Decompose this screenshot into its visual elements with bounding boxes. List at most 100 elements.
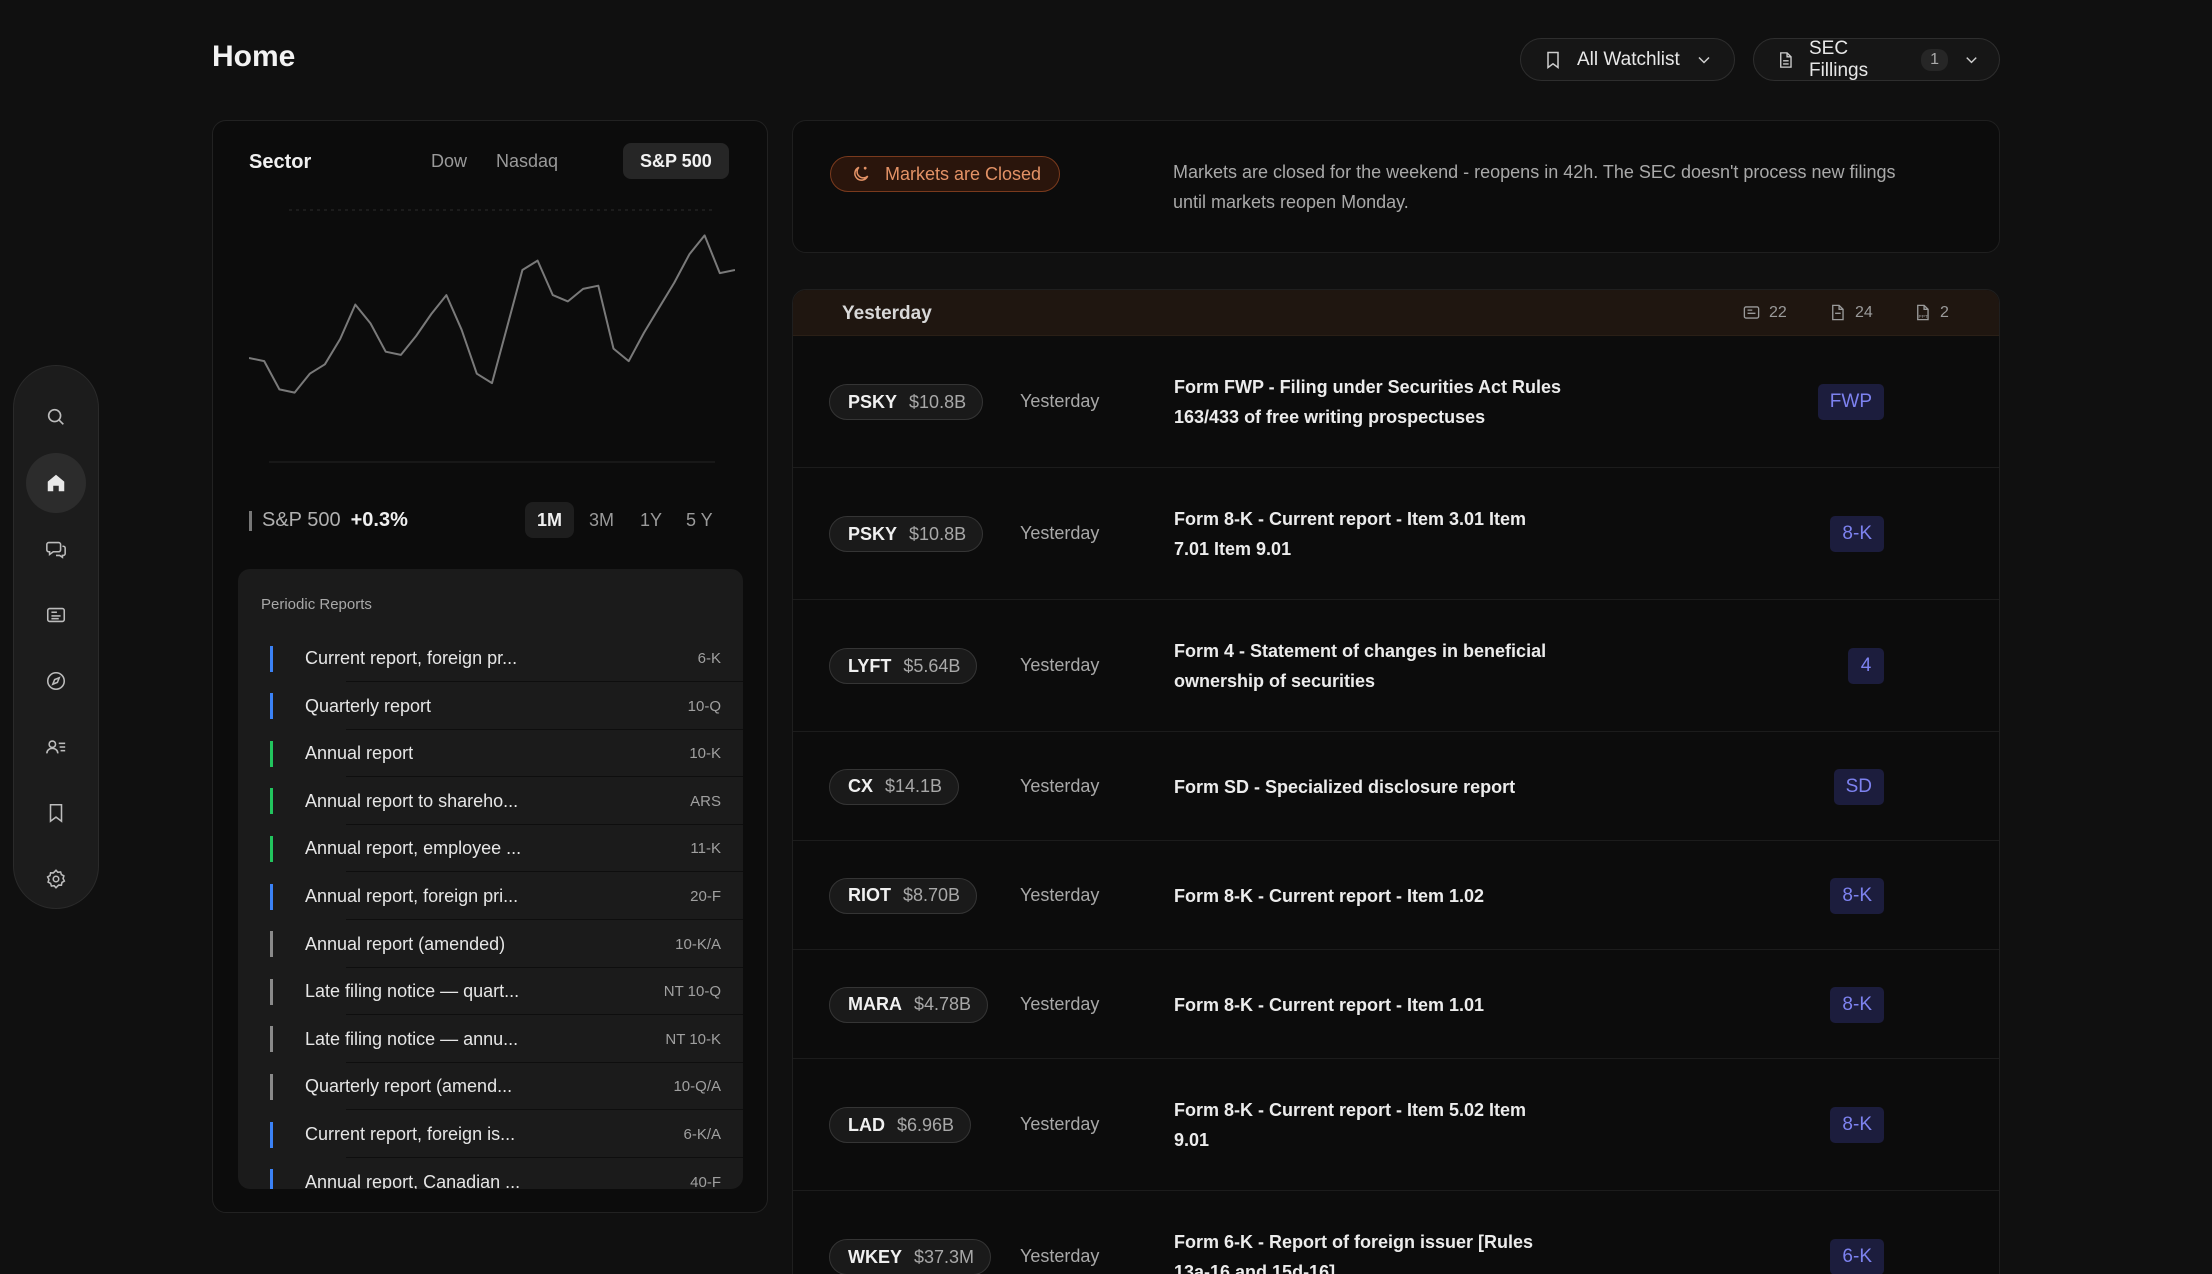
filing-time: Yesterday [1020, 993, 1100, 1014]
watchlist-dropdown[interactable]: All Watchlist [1520, 38, 1735, 81]
filing-time: Yesterday [1020, 523, 1100, 543]
sec-filings-dropdown[interactable]: SEC Fillings 1 [1753, 38, 2000, 81]
tab-sp500[interactable]: S&P 500 [623, 143, 729, 179]
settings-icon [46, 869, 66, 889]
filing-description[interactable]: Form 8-K - Current report - Item 1.01 [1174, 994, 1485, 1015]
sidebar-explore[interactable] [26, 651, 86, 711]
filing-row[interactable]: WKEY $37.3M Yesterday Form 6-K - Report of … [793, 1191, 1999, 1274]
index-summary: S&P 500 +0.3% [249, 509, 408, 532]
filing-time: Yesterday [1020, 1114, 1100, 1134]
form-type-badge: SD [1833, 768, 1884, 805]
bookmark-icon [1547, 51, 1559, 69]
ticker-pill[interactable]: CX $14.1B [829, 768, 960, 805]
filing-description[interactable]: Form 4 - Statement of changes in benefic… [1174, 641, 1547, 691]
sec-filings-label: SEC Fillings [1808, 37, 1869, 81]
compass-icon [46, 671, 66, 691]
list-item[interactable]: Annual report to shareho... ARS [270, 778, 743, 825]
list-item[interactable]: Annual report, foreign pri... 20-F [270, 873, 743, 920]
range-1m[interactable]: 1M [525, 502, 575, 538]
filing-description[interactable]: Form 8-K - Current report - Item 5.02 It… [1174, 1100, 1527, 1150]
list-item[interactable]: Late filing notice — annu... NT 10-K [270, 1016, 743, 1063]
people-icon [46, 740, 66, 754]
list-item[interactable]: Current report, foreign is... 6-K/A [270, 1111, 743, 1158]
report-indicator [270, 978, 273, 1005]
ticker-pill[interactable]: PSKY $10.8B [829, 516, 984, 552]
watchlist-label: All Watchlist [1577, 48, 1680, 70]
range-3m[interactable]: 3M [589, 509, 615, 530]
filing-description[interactable]: Form 8-K - Current report - Item 3.01 It… [1174, 509, 1527, 559]
ticker-pill[interactable]: MARA $4.78B [829, 986, 989, 1023]
report-indicator [270, 883, 273, 910]
report-name: Quarterly report (amend... [305, 1076, 513, 1097]
sidebar-people[interactable] [26, 717, 86, 777]
range-5y[interactable]: 5 Y [686, 509, 713, 530]
tab-dow[interactable]: Dow [431, 150, 468, 171]
list-item[interactable]: Annual report, employee ... 11-K [270, 825, 743, 873]
filing-row[interactable]: PSKY $10.8B Yesterday Form 8-K - Current re… [793, 468, 1999, 600]
market-cap: $8.70B [903, 885, 961, 905]
list-item[interactable]: Annual report (amended) 10-K/A [270, 921, 743, 968]
list-item[interactable]: Current report, foreign pr... 6-K [270, 635, 743, 682]
filing-description[interactable]: Form SD - Specialized disclosure report [1174, 776, 1516, 797]
market-cap: $10.8B [909, 391, 967, 412]
market-cap: $5.64B [903, 655, 961, 676]
filing-row[interactable]: MARA $4.78B Yesterday Form 8-K - Current re… [793, 950, 1999, 1059]
stat-news: 22 [1742, 303, 1787, 322]
filing-description[interactable]: Form 6-K - Report of foreign issuer [Rul… [1174, 1232, 1534, 1274]
filing-row[interactable]: LAD $6.96B Yesterday Form 8-K - Current rep… [793, 1059, 1999, 1191]
list-item[interactable]: Late filing notice — quart... NT 10-Q [270, 968, 743, 1016]
tab-nasdaq[interactable]: Nasdaq [496, 150, 559, 171]
row-divider [346, 681, 743, 682]
document-icon [1780, 51, 1792, 68]
report-code: 6-K [697, 650, 721, 667]
market-cap: $37.3M [914, 1246, 975, 1267]
form-type-badge: 8-K [1830, 516, 1884, 552]
chat-icon [46, 541, 66, 559]
sidebar-home[interactable] [26, 453, 86, 513]
sidebar [13, 365, 99, 909]
ticker-pill[interactable]: RIOT $8.70B [829, 877, 978, 914]
market-cap: $10.8B [909, 523, 967, 544]
report-name: Quarterly report [305, 695, 432, 716]
report-code: 40-F [690, 1173, 721, 1189]
form-type-badge: 6-K [1830, 1239, 1884, 1274]
ticker-pill[interactable]: PSKY $10.8B [829, 384, 984, 420]
sidebar-settings[interactable] [26, 849, 86, 909]
list-item[interactable]: Annual report 10-K [270, 730, 743, 778]
row-divider [346, 1061, 743, 1063]
range-1y[interactable]: 1Y [640, 509, 663, 530]
filing-time: Yesterday [1020, 655, 1100, 675]
filing-row[interactable]: CX $14.1B Yesterday Form SD - Specialized d… [793, 732, 1999, 841]
report-code: NT 10-Q [663, 983, 721, 1001]
sidebar-bookmarks[interactable] [26, 783, 86, 843]
filing-description[interactable]: Form FWP - Filing under Securities Act R… [1174, 377, 1562, 427]
list-item[interactable]: Annual report, Canadian ... 40-F [270, 1159, 743, 1189]
filing-row[interactable]: RIOT $8.70B Yesterday Form 8-K - Current re… [793, 841, 1999, 950]
ticker-pill[interactable]: LYFT $5.64B [829, 648, 978, 684]
index-change: +0.3% [350, 509, 408, 531]
ticker-pill[interactable]: LAD $6.96B [829, 1107, 972, 1143]
report-code: 10-K [689, 745, 721, 763]
sidebar-search[interactable] [26, 387, 86, 447]
filing-row[interactable]: PSKY $10.8B Yesterday Form FWP - Filing und… [793, 336, 1999, 468]
sec-filings-count: 1 [1921, 48, 1949, 71]
market-status-label: Markets are Closed [885, 163, 1042, 184]
list-item[interactable]: Quarterly report (amend... 10-Q/A [270, 1063, 743, 1111]
sidebar-chat[interactable] [26, 519, 86, 579]
filing-time: Yesterday [1020, 391, 1100, 411]
filing-time: Yesterday [1020, 775, 1100, 796]
row-divider [346, 728, 743, 730]
page-title: Home [212, 40, 296, 73]
report-name: Annual report [305, 743, 414, 764]
report-indicator [270, 1073, 273, 1100]
sector-line-chart [249, 209, 735, 463]
filing-description[interactable]: Form 8-K - Current report - Item 1.02 [1174, 885, 1485, 906]
market-notice-text: Markets are closed for the weekend - reo… [1173, 162, 1896, 212]
report-indicator [270, 1169, 273, 1189]
row-divider [346, 1014, 743, 1016]
filing-row[interactable]: LYFT $5.64B Yesterday Form 4 - Statement of… [793, 600, 1999, 732]
list-item[interactable]: Quarterly report 10-Q [270, 683, 743, 730]
ticker-pill[interactable]: WKEY $37.3M [829, 1239, 992, 1274]
report-code: 6-K/A [683, 1126, 721, 1143]
sidebar-news[interactable] [26, 585, 86, 645]
